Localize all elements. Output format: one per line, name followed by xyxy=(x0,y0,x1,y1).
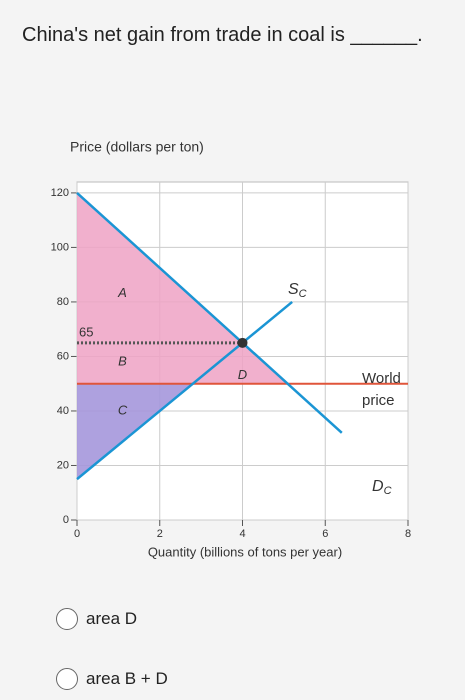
area-label: A xyxy=(117,285,127,300)
equilibrium-point xyxy=(237,337,248,348)
line xyxy=(76,300,293,481)
x-tick-label: 4 xyxy=(239,528,245,540)
y-tick-label: 120 xyxy=(51,187,69,199)
y-tick-label: 20 xyxy=(57,459,69,471)
y-axis-title: Price (dollars per ton) xyxy=(70,139,204,155)
option[interactable]: area B + D xyxy=(56,668,168,690)
radio[interactable] xyxy=(56,608,78,630)
y-tick-label: 100 xyxy=(51,241,69,253)
y-tick-label: 80 xyxy=(57,296,69,308)
demand-label-sub: C xyxy=(384,485,392,497)
world-price-label: World price xyxy=(362,370,401,409)
x-axis-title: Quantity (billions of tons per year) xyxy=(148,544,342,559)
x-tick-label: 6 xyxy=(322,528,328,540)
x-tick-label: 2 xyxy=(157,528,163,540)
area-label: C xyxy=(118,402,128,417)
option-text: area D xyxy=(86,609,138,628)
line xyxy=(76,191,343,434)
y-tick-label: 40 xyxy=(57,405,69,417)
y-tick-label: 0 xyxy=(63,514,69,526)
demand-label-main: D xyxy=(372,478,384,495)
domestic-price-label: 65 xyxy=(79,324,93,339)
supply-label-sub: C xyxy=(299,288,307,300)
area-label: B xyxy=(118,353,127,368)
option[interactable]: area D xyxy=(56,608,137,630)
demand-label: DC xyxy=(372,478,392,497)
x-tick-label: 0 xyxy=(74,528,80,540)
radio[interactable] xyxy=(56,668,78,690)
x-tick-label: 8 xyxy=(405,528,411,540)
question: China's net gain from trade in coal is _… xyxy=(22,24,423,46)
supply-label-main: S xyxy=(288,281,299,298)
supply-label: SC xyxy=(288,281,307,300)
option-text: area B + D xyxy=(86,669,168,688)
y-tick-label: 60 xyxy=(57,350,69,362)
area-label: D xyxy=(238,367,247,382)
